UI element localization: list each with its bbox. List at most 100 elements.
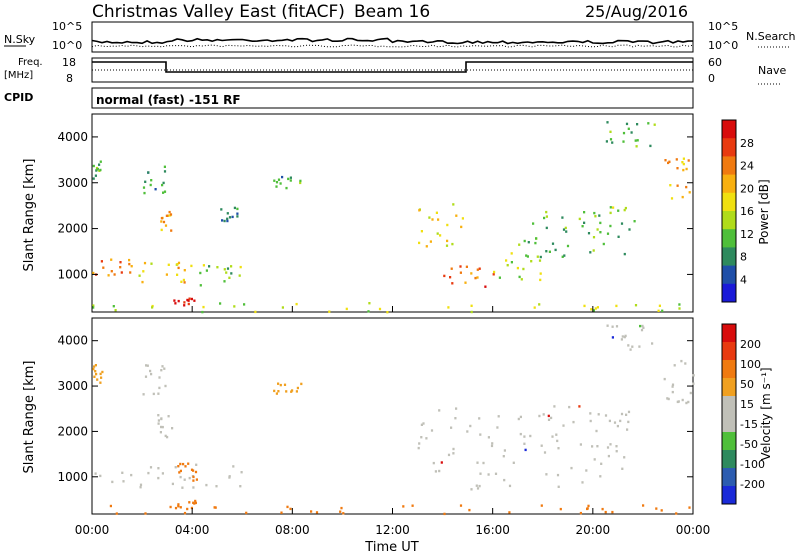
velocity-cell: [179, 475, 182, 479]
power-cell: [527, 241, 530, 244]
velocity-cell: [608, 419, 611, 423]
velocity-cell: [586, 507, 589, 511]
velocity-cell: [171, 427, 174, 430]
power-cell: [205, 269, 208, 272]
velocity-cell: [508, 484, 512, 488]
velocity-cell: [289, 507, 292, 511]
velocity-colorbar: 200 100 50 15 -15 -50 -100 -200: [721, 323, 765, 505]
power-cell: [627, 127, 630, 130]
velocity-cell: [179, 469, 182, 473]
power-cell: [299, 179, 302, 183]
power-cell: [281, 175, 284, 179]
velocity-cell: [275, 392, 278, 395]
velocity-cell: [430, 429, 434, 432]
colorbar-tick-label: -50: [740, 438, 758, 451]
velocity-cell: [476, 461, 479, 464]
power-cell: [566, 244, 570, 248]
velocity-cell: [214, 506, 217, 509]
power-cell: [238, 274, 241, 277]
colorbar-swatch: [722, 396, 736, 415]
velocity-cell: [158, 376, 161, 379]
power-cell: [176, 273, 179, 276]
velocity-cell: [559, 507, 562, 511]
power-cell: [609, 224, 612, 228]
velocity-cell: [470, 488, 473, 491]
power-cell: [612, 206, 615, 209]
velocity-cell: [487, 473, 490, 476]
velocity-cell: [595, 429, 598, 433]
velocity-cell: [508, 511, 511, 514]
colorbar-swatch: [722, 324, 736, 343]
velocity-cell: [651, 342, 654, 345]
velocity-cell: [611, 336, 614, 339]
power-cell: [545, 215, 548, 218]
power-cell: [223, 280, 226, 283]
velocity-cell: [642, 504, 645, 507]
power-cell: [678, 307, 681, 310]
y-tick-label: 1000: [57, 267, 88, 281]
power-cell: [199, 271, 202, 275]
power-cell: [420, 230, 423, 233]
velocity-y-label: Slant Range [km]: [22, 361, 37, 474]
power-cell: [436, 232, 439, 235]
cpid-panel-frame: [91, 87, 694, 109]
power-cell: [164, 224, 168, 227]
freq-trace: [92, 61, 693, 73]
velocity-cell: [130, 473, 133, 477]
nave-tick-bottom: 0: [708, 72, 715, 85]
velocity-cell: [524, 448, 527, 452]
power-cell: [223, 219, 226, 223]
velocity-cell: [94, 370, 97, 373]
velocity-cell: [111, 480, 114, 484]
velocity-cell: [587, 504, 590, 508]
velocity-cell: [551, 435, 554, 438]
cpid-label: CPID: [4, 91, 33, 104]
power-cell: [439, 234, 442, 237]
power-cell: [92, 306, 95, 309]
velocity-cell: [96, 378, 99, 381]
station-title: Christmas Valley East (fitACF): [92, 2, 345, 22]
velocity-cell: [655, 507, 658, 510]
velocity-cell: [420, 436, 423, 439]
power-cell: [538, 259, 542, 262]
velocity-cell: [171, 482, 174, 486]
colorbar-tick-label: 15: [740, 398, 754, 411]
colorbar-frame: [721, 323, 737, 505]
power-cell: [173, 299, 176, 302]
velocity-cell: [615, 450, 618, 453]
velocity-cell: [597, 413, 600, 416]
power-cell: [688, 191, 691, 194]
power-cell: [289, 176, 292, 179]
power-cell: [561, 216, 564, 219]
power-colorbar-label: Power [dB]: [757, 179, 771, 244]
velocity-cell: [609, 443, 612, 446]
velocity-cell: [194, 499, 197, 503]
velocity-panel: 1000 2000 3000 4000 Slant Range [km] 200 100…: [22, 306, 773, 554]
power-cell: [437, 218, 440, 221]
velocity-cell: [122, 480, 125, 483]
power-cell: [634, 304, 638, 307]
velocity-cell: [157, 419, 160, 422]
power-cell: [536, 255, 539, 258]
power-cell: [226, 267, 230, 270]
power-cell: [165, 214, 168, 217]
velocity-echo-region: [606, 324, 654, 351]
velocity-cell: [479, 472, 482, 475]
y-tick-label: 3000: [57, 176, 88, 190]
velocity-cell: [475, 484, 478, 487]
power-cell: [236, 207, 239, 211]
velocity-cell: [205, 483, 208, 487]
velocity-echo-region: [663, 359, 695, 405]
colorbar-swatch: [722, 486, 736, 505]
velocity-cell: [290, 390, 293, 393]
power-cell: [202, 264, 205, 267]
power-cell: [144, 180, 147, 183]
power-cell: [110, 258, 113, 261]
velocity-cell: [452, 452, 455, 455]
power-cell: [606, 232, 610, 235]
power-cell: [596, 306, 599, 309]
y-tick-label: 2000: [57, 424, 88, 438]
velocity-cell: [161, 472, 164, 475]
velocity-cell: [285, 390, 288, 393]
velocity-cell: [667, 397, 670, 401]
